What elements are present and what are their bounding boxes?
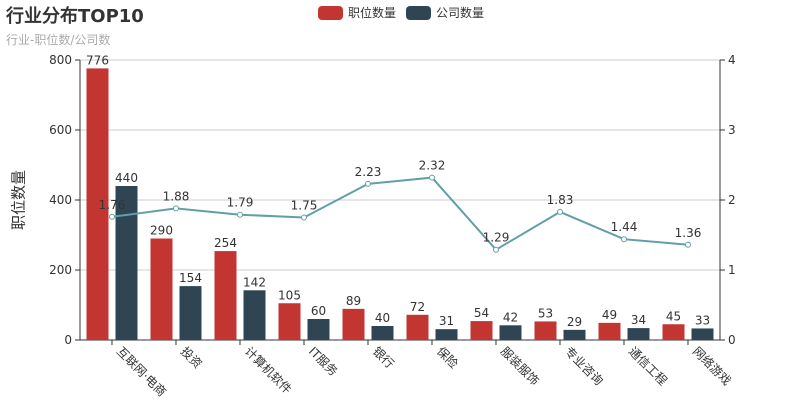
legend-swatch-companies (406, 5, 432, 20)
chart-subtitle: 行业-职位数/公司数 (6, 33, 111, 47)
bar-jobs (342, 308, 365, 340)
legend-label-companies: 公司数量 (436, 6, 485, 20)
bar-companies (179, 286, 202, 340)
x-tick-label: IT服务 (306, 344, 341, 379)
y2-tick-label: 2 (728, 193, 736, 207)
data-label-jobs: 53 (538, 306, 553, 320)
line-data-label: 1.88 (163, 189, 190, 203)
line-data-label: 1.29 (483, 231, 510, 245)
line-point (493, 246, 499, 253)
line-point (109, 213, 115, 220)
line-point (237, 211, 243, 218)
data-label-companies: 29 (567, 315, 582, 329)
bar-companies (499, 325, 522, 340)
line-point (173, 205, 179, 212)
data-label-jobs: 776 (86, 53, 109, 67)
line-point (557, 208, 563, 215)
data-label-jobs: 105 (278, 288, 301, 302)
bar-jobs (470, 321, 493, 340)
bar-companies (627, 328, 650, 340)
data-label-companies: 33 (695, 313, 710, 327)
x-tick-label: 互联网·电商 (114, 344, 170, 400)
bar-companies (115, 186, 138, 340)
x-tick-label: 通信工程 (626, 344, 671, 389)
legend: 职位数量 公司数量 (318, 4, 494, 21)
y2-tick-label: 0 (728, 333, 736, 347)
bar-companies (371, 326, 394, 340)
bar-companies (691, 328, 714, 340)
data-label-jobs: 49 (602, 308, 617, 322)
x-tick-label: 投资 (178, 344, 206, 372)
y2-tick-label: 3 (728, 123, 736, 137)
bar-companies (563, 329, 586, 340)
data-label-jobs: 89 (346, 294, 361, 308)
x-tick-label: 保险 (434, 344, 462, 372)
line-data-label: 1.36 (675, 226, 702, 240)
line-point (621, 236, 627, 243)
line-data-label: 1.79 (227, 196, 254, 210)
data-label-jobs: 54 (474, 306, 489, 320)
y-tick-label: 200 (49, 263, 72, 277)
bar-jobs (150, 238, 173, 340)
bar-jobs (598, 322, 621, 340)
legend-swatch-jobs (318, 5, 343, 20)
data-label-jobs: 254 (214, 236, 237, 250)
bar-companies (243, 290, 266, 340)
x-tick-label: 计算机软件 (242, 344, 295, 397)
legend-item-companies[interactable]: 公司数量 (406, 4, 484, 21)
data-label-companies: 60 (311, 304, 326, 318)
data-label-jobs: 72 (410, 300, 425, 314)
line-data-label: 2.32 (419, 159, 446, 173)
y-tick-label: 400 (49, 193, 72, 207)
x-tick-label: 网络游戏 (690, 344, 735, 389)
data-label-companies: 31 (439, 314, 454, 328)
data-label-companies: 42 (503, 310, 518, 324)
line-point (301, 214, 307, 221)
bar-jobs (406, 314, 429, 340)
y2-tick-label: 1 (728, 263, 736, 277)
data-label-companies: 40 (375, 311, 390, 325)
y-tick-label: 600 (49, 123, 72, 137)
data-label-companies: 142 (243, 275, 266, 289)
line-series (111, 176, 689, 251)
legend-item-jobs[interactable]: 职位数量 (318, 4, 396, 21)
bar-jobs (86, 68, 109, 341)
bar-companies (307, 319, 330, 340)
bar-jobs (278, 303, 301, 340)
bar-jobs (662, 324, 685, 340)
line-data-label: 1.44 (611, 220, 638, 234)
data-label-companies: 440 (115, 171, 138, 185)
line-data-label: 1.83 (547, 193, 574, 207)
x-tick-label: 专业咨询 (562, 344, 607, 389)
x-tick-label: 服装服饰 (498, 344, 542, 388)
line-data-label: 1.75 (291, 199, 318, 213)
y-tick-label: 0 (64, 333, 72, 347)
line-point (429, 174, 435, 181)
legend-label-jobs: 职位数量 (348, 6, 397, 20)
line-data-label: 2.23 (355, 165, 382, 179)
bar-jobs (534, 321, 557, 340)
line-point (685, 241, 691, 248)
data-label-jobs: 45 (666, 309, 681, 323)
data-label-jobs: 290 (150, 224, 173, 238)
data-label-companies: 34 (631, 313, 646, 327)
chart-title: 行业分布TOP10 (6, 6, 144, 27)
line-point (365, 180, 371, 187)
bar-jobs (214, 251, 237, 340)
bar-companies (435, 329, 458, 340)
y-tick-label: 800 (49, 53, 72, 67)
data-label-companies: 154 (179, 271, 202, 285)
x-tick-label: 银行 (370, 344, 397, 371)
y2-tick-label: 4 (728, 53, 736, 67)
line-data-label: 1.76 (99, 198, 126, 212)
